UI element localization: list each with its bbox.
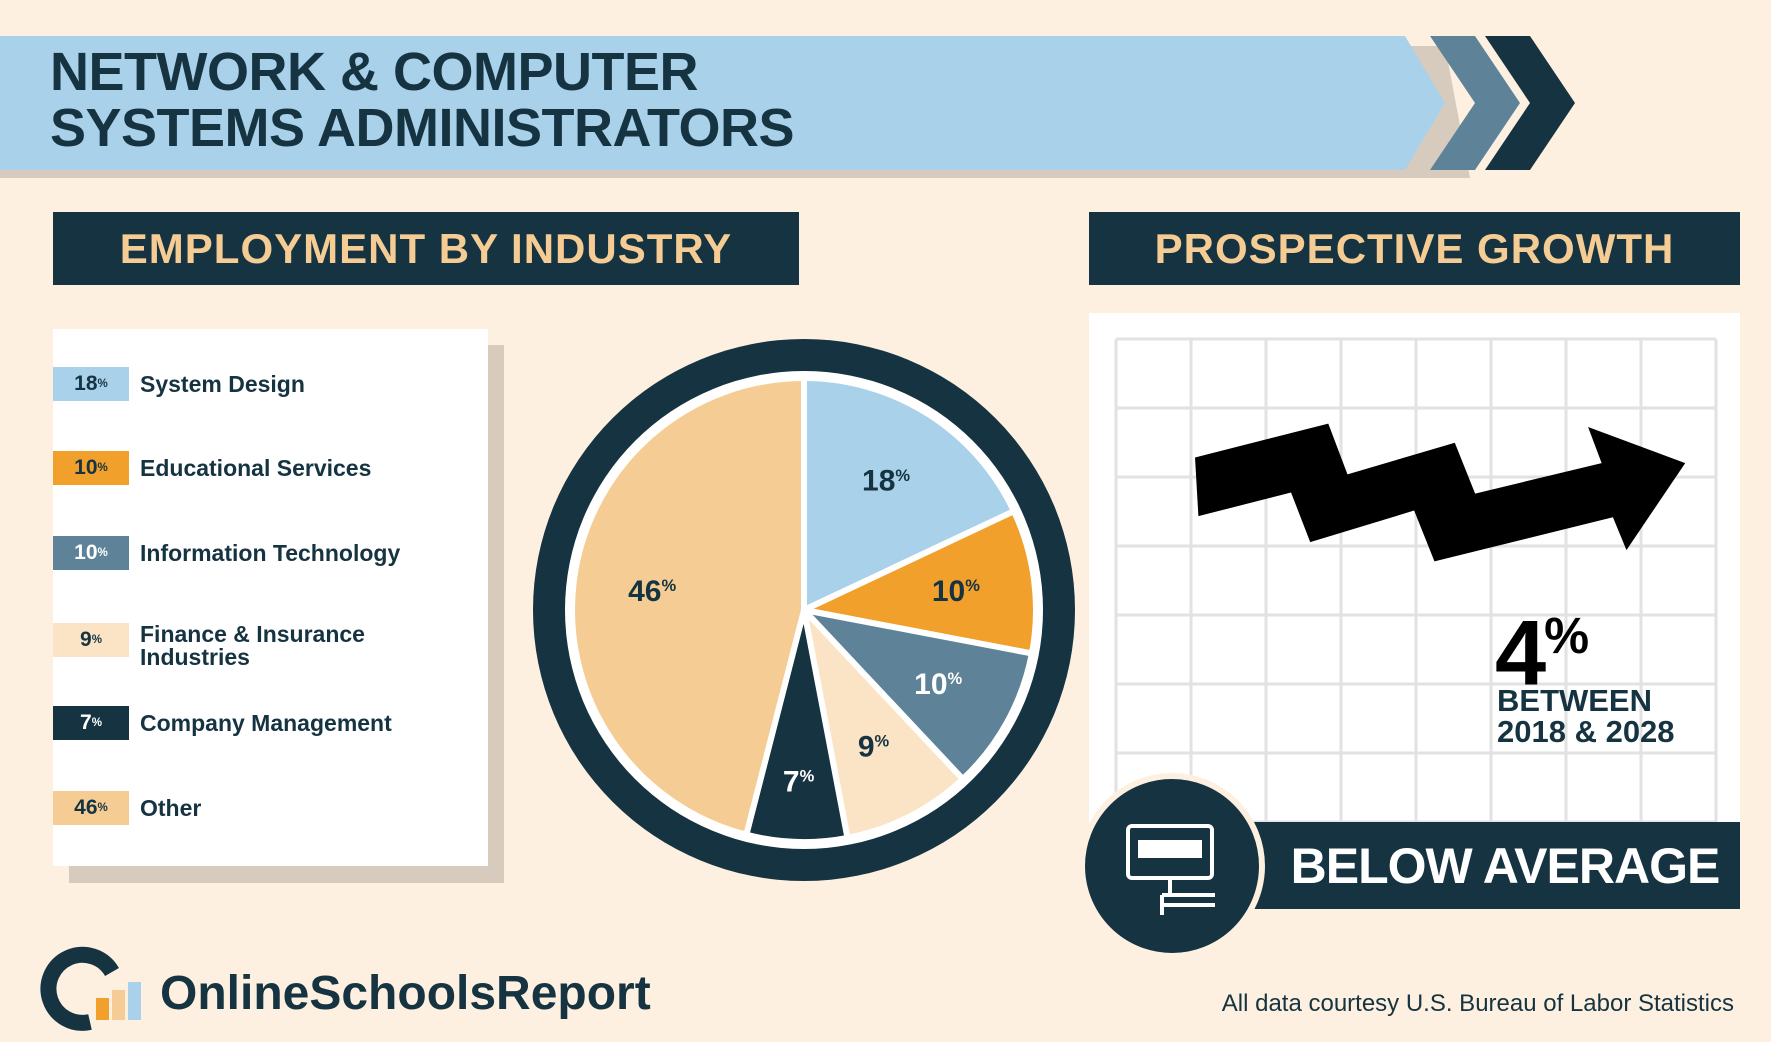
growth-rating: BELOW AVERAGE — [1290, 837, 1721, 894]
legend-tag: 46% — [53, 791, 129, 825]
legend-tag: 10% — [53, 451, 129, 485]
slice-label: 9% — [858, 730, 890, 763]
legend-label: System Design — [140, 370, 305, 397]
growth-grid — [1114, 337, 1718, 824]
legend-label: Information Technology — [140, 539, 401, 566]
legend-label: Other — [140, 794, 202, 821]
slice-label: 46% — [628, 575, 676, 608]
slice-label: 18% — [862, 465, 910, 498]
section-header: PROSPECTIVE GROWTH — [1089, 212, 1740, 285]
legend-label: Company Management — [140, 709, 392, 736]
logo-icon — [40, 946, 141, 1031]
source-note: All data courtesy U.S. Bureau of Labor S… — [1221, 990, 1734, 1017]
growth-period: BETWEEN 2018 & 2028 — [1497, 683, 1675, 749]
banner — [0, 36, 1445, 170]
pie-slice — [801, 607, 1035, 783]
pie-slice — [569, 375, 807, 838]
legend-entry: 7% Company Management — [53, 706, 470, 740]
legend-tag: 18% — [53, 367, 129, 401]
legend-entry: 10% Educational Services — [53, 451, 470, 485]
legend-tag: 10% — [53, 536, 129, 570]
brand-name: OnlineSchoolsReport — [160, 967, 651, 1020]
computer-icon — [1126, 824, 1215, 915]
legend-tag: 9% — [53, 623, 129, 657]
pie: 18% 10% 10% 9% 7% 46% — [569, 375, 1039, 845]
pie-slice — [801, 375, 1017, 613]
legend-label: Finance & Insurance Industries — [140, 621, 365, 670]
section-header: EMPLOYMENT BY INDUSTRY — [53, 212, 799, 285]
legend-card — [53, 329, 488, 866]
zigzag-arrow — [1195, 423, 1686, 562]
arrow-shape — [1195, 423, 1686, 562]
icon-circle — [1079, 773, 1265, 959]
slice-label: 10% — [932, 575, 980, 608]
slice-label: 10% — [914, 668, 962, 701]
growth-value: 4% — [1495, 602, 1589, 705]
chevron — [1430, 36, 1520, 170]
page-title: NETWORK & COMPUTER SYSTEMS ADMINISTRATOR… — [50, 42, 795, 158]
legend-entry: 10% Information Technology — [53, 536, 470, 570]
pie-slice — [801, 607, 966, 841]
legend-label: Educational Services — [140, 454, 372, 481]
pie-slice — [801, 508, 1039, 657]
slice-label: 7% — [783, 766, 815, 799]
legend-entry: 46% Other — [53, 791, 470, 825]
legend-tag: 7% — [53, 706, 129, 740]
legend-entry: 9% Finance & Insurance Industries — [53, 623, 380, 669]
rating-bar — [1175, 822, 1740, 909]
chevron — [1485, 36, 1575, 170]
legend-entry: 18% System Design — [53, 367, 470, 401]
